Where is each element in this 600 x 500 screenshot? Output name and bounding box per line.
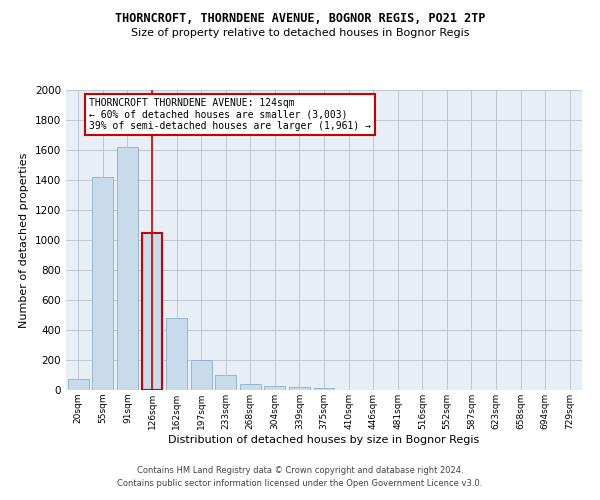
Text: Size of property relative to detached houses in Bognor Regis: Size of property relative to detached ho… [131,28,469,38]
Bar [142,232,163,390]
Bar [314,388,334,390]
Bar [68,379,89,390]
Bar [265,386,286,390]
Bar [191,360,212,390]
Bar [166,318,187,390]
Text: THORNCROFT, THORNDENE AVENUE, BOGNOR REGIS, PO21 2TP: THORNCROFT, THORNDENE AVENUE, BOGNOR REG… [115,12,485,26]
Text: Contains HM Land Registry data © Crown copyright and database right 2024.
Contai: Contains HM Land Registry data © Crown c… [118,466,482,487]
X-axis label: Distribution of detached houses by size in Bognor Regis: Distribution of detached houses by size … [169,434,479,444]
Bar [240,384,261,390]
Text: THORNCROFT THORNDENE AVENUE: 124sqm
← 60% of detached houses are smaller (3,003): THORNCROFT THORNDENE AVENUE: 124sqm ← 60… [89,98,371,130]
Y-axis label: Number of detached properties: Number of detached properties [19,152,29,328]
Bar [117,147,138,390]
Bar [215,375,236,390]
Bar [92,177,113,390]
Bar [289,387,310,390]
